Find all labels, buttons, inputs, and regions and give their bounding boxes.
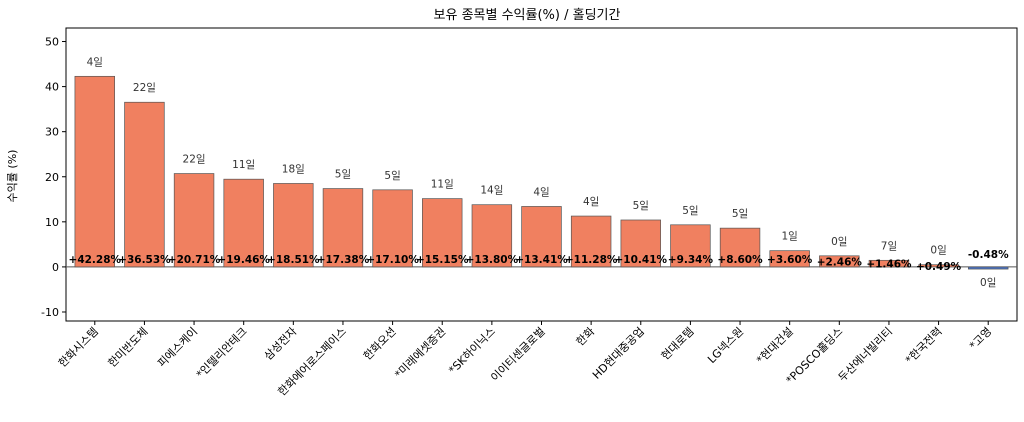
- y-tick-label: 20: [45, 171, 59, 184]
- y-tick-label: 30: [45, 126, 59, 139]
- holding-days-label: 22일: [133, 81, 156, 94]
- x-tick-label: *고영: [967, 325, 994, 352]
- x-tick-label: 현대로템: [659, 325, 697, 363]
- x-tick-label: 한화오션: [361, 325, 399, 363]
- value-label: +11.28%: [565, 254, 618, 266]
- value-label: +19.46%: [217, 254, 270, 266]
- x-tick-label: 한화: [574, 325, 598, 349]
- holding-days-label: 1일: [782, 230, 798, 243]
- value-label: +10.41%: [615, 254, 668, 266]
- holding-days-label: 7일: [881, 239, 897, 252]
- holding-days-label: 11일: [232, 158, 255, 171]
- bar: [422, 198, 463, 268]
- bar: [223, 178, 264, 268]
- y-tick-label: -10: [41, 306, 59, 319]
- holding-days-label: 0일: [930, 244, 946, 257]
- bar: [819, 255, 860, 268]
- x-tick-label: *SK하이닉스: [446, 324, 498, 376]
- bar: [521, 206, 562, 268]
- x-tick-label: 한미반도체: [106, 325, 151, 370]
- bar: [322, 188, 364, 268]
- holding-days-label: 5일: [633, 199, 649, 212]
- holding-days-label: 5일: [682, 204, 698, 217]
- value-label: +8.60%: [717, 254, 763, 266]
- value-label: +3.60%: [767, 254, 813, 266]
- value-label: +18.51%: [267, 254, 320, 266]
- bar: [74, 75, 115, 268]
- bar: [769, 250, 810, 268]
- bar: [918, 264, 959, 268]
- x-tick-label: *미래에셋증권: [392, 325, 448, 381]
- x-tick-label: 피에스케이: [155, 325, 200, 370]
- holding-days-label: 4일: [87, 55, 103, 68]
- value-label: +13.80%: [466, 254, 519, 266]
- holding-days-label: 5일: [335, 168, 351, 181]
- value-label: +2.46%: [817, 256, 863, 268]
- holding-days-label: 18일: [282, 162, 305, 175]
- bar: [471, 204, 513, 268]
- value-label: +36.53%: [118, 254, 171, 266]
- y-tick-label: 50: [45, 36, 59, 49]
- y-tick-label: 40: [45, 81, 59, 94]
- holding-days-label: 0일: [831, 235, 847, 248]
- value-label: -0.48%: [968, 249, 1009, 261]
- holding-days-label: 0일: [980, 276, 996, 289]
- bar: [719, 227, 761, 268]
- value-label: +0.49%: [916, 261, 962, 273]
- value-label: +9.34%: [668, 254, 714, 266]
- bar: [968, 266, 1009, 270]
- bar: [124, 101, 165, 268]
- bar: [620, 219, 661, 268]
- x-tick-label: *한국전력: [903, 325, 945, 367]
- x-tick-label: 삼성전자: [262, 325, 300, 363]
- bar: [372, 189, 413, 268]
- x-tick-label: HD현대중공업: [590, 325, 647, 382]
- bar: [173, 173, 215, 268]
- y-tick-label: 10: [45, 216, 59, 229]
- holding-days-label: 5일: [384, 169, 400, 182]
- bar: [570, 215, 612, 268]
- holding-days-label: 22일: [183, 153, 206, 166]
- holding-days-label: 5일: [732, 207, 748, 220]
- value-label: +13.41%: [515, 254, 568, 266]
- y-tick-label: 0: [52, 261, 59, 274]
- holding-days-label: 14일: [480, 184, 503, 197]
- value-label: +17.10%: [366, 254, 419, 266]
- holding-days-label: 11일: [431, 178, 454, 191]
- chart-title: 보유 종목별 수익률(%) / 홀딩기간: [434, 8, 621, 23]
- holding-days-label: 4일: [533, 185, 549, 198]
- x-tick-label: 한화시스템: [56, 325, 101, 370]
- bar: [868, 259, 910, 268]
- y-axis-label: 수익률 (%): [6, 150, 19, 203]
- bar: [670, 224, 711, 268]
- value-label: +15.15%: [416, 254, 469, 266]
- bar: [273, 183, 314, 268]
- x-tick-label: *인텔리안테크: [194, 325, 250, 381]
- holding-days-label: 4일: [583, 195, 599, 208]
- x-tick-label: LG넥스원: [705, 325, 746, 366]
- value-label: +20.71%: [168, 254, 221, 266]
- value-label: +17.38%: [317, 254, 370, 266]
- value-label: +1.46%: [866, 259, 912, 271]
- value-label: +42.28%: [69, 254, 122, 266]
- x-tick-label: *현대건설: [754, 325, 796, 367]
